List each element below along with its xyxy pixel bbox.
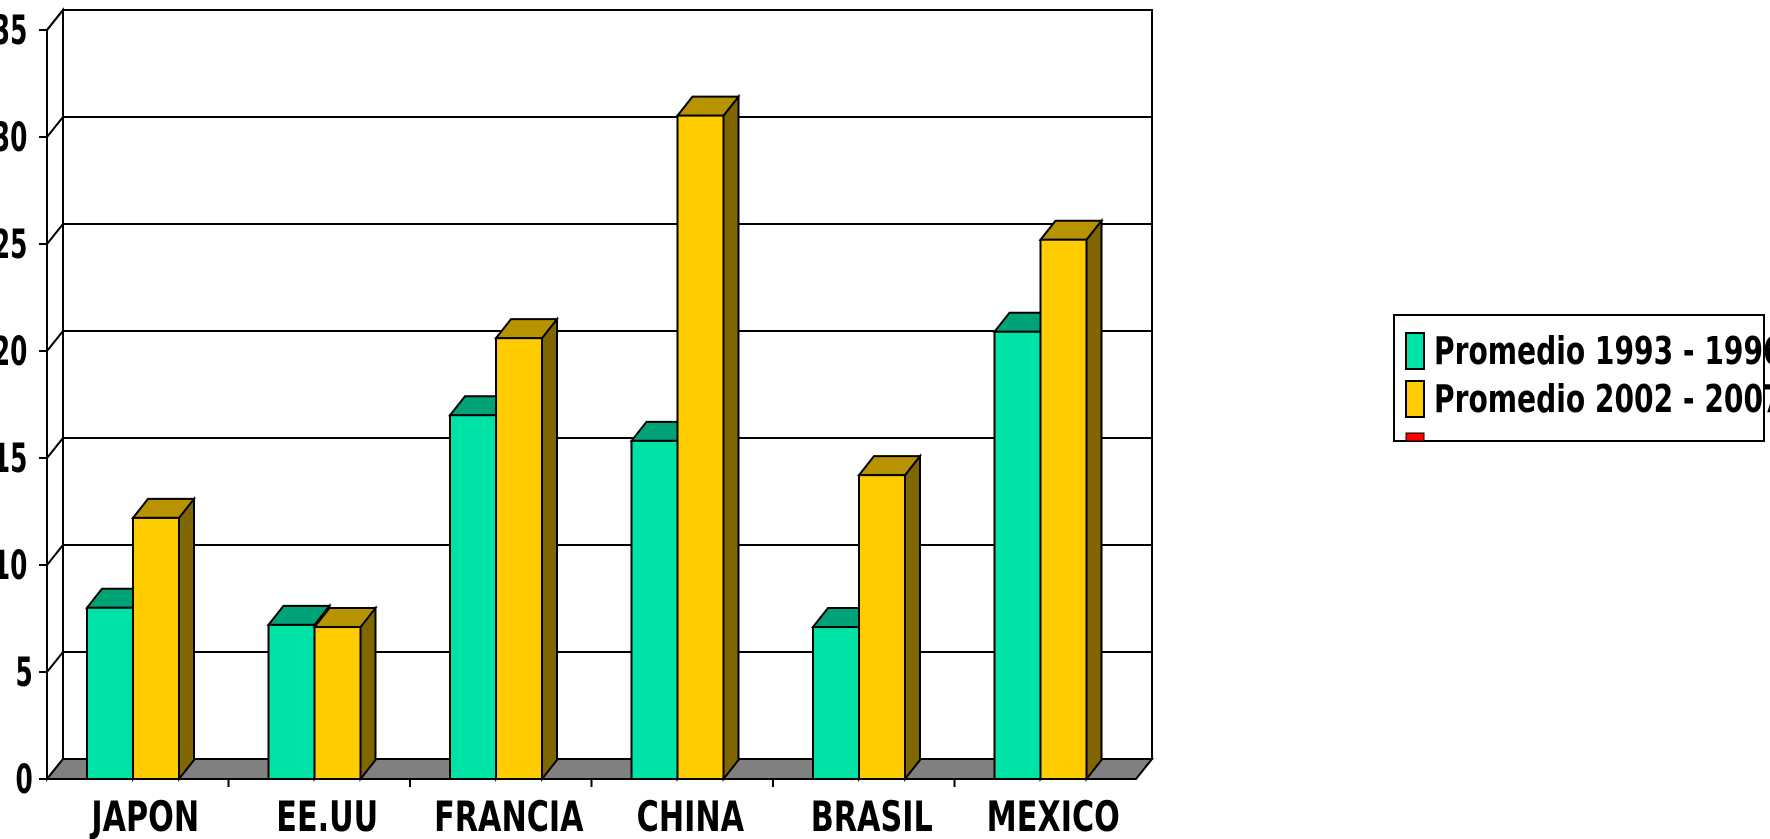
bar-front — [1039, 238, 1088, 781]
bar-front — [630, 439, 679, 780]
gridline-side — [46, 9, 64, 31]
bar-brasil-series2 — [856, 453, 923, 782]
bar-side — [178, 496, 195, 782]
gridline-side — [46, 544, 64, 566]
y-tick-label: 25 — [0, 221, 27, 268]
y-tick-label: 15 — [0, 435, 27, 482]
x-label-brasil: BRASIL — [811, 792, 933, 839]
bar-side — [722, 93, 740, 782]
x-label-eeuu: EE.UU — [276, 792, 378, 839]
x-label-mexico: MEXICO — [987, 792, 1120, 839]
y-tick-label: 10 — [0, 542, 27, 589]
bar-front — [993, 330, 1042, 780]
bar-front — [676, 114, 725, 781]
bar-front — [267, 623, 316, 780]
bars — [84, 93, 1104, 782]
plot-frame — [46, 7, 1153, 782]
y-tick-label: 35 — [0, 7, 27, 54]
left-wall — [46, 7, 64, 782]
gridlines — [46, 9, 1152, 673]
floor-plane — [44, 758, 1155, 780]
bar-side — [1085, 217, 1103, 782]
gridline-side — [46, 437, 64, 459]
bar-side — [359, 605, 377, 782]
gridline-side — [46, 223, 64, 245]
bar-front — [449, 414, 497, 780]
chart-floor — [44, 758, 1155, 787]
legend-label-series1: Promedio 1993 - 1996 — [1434, 329, 1770, 373]
bar-china-series2 — [675, 93, 741, 782]
x-axis-labels: JAPON EE.UU FRANCIA CHINA BRASIL MEXICO — [89, 792, 1120, 839]
bar-front — [313, 626, 362, 780]
y-tick-label: 5 — [15, 649, 32, 696]
legend-box — [1393, 314, 1765, 442]
gridline-side — [46, 651, 64, 673]
bar-front — [858, 474, 906, 780]
x-label-china: CHINA — [637, 792, 745, 839]
y-tick-label: 0 — [15, 756, 32, 803]
bar-front — [132, 516, 180, 780]
y-tick-label: 30 — [0, 114, 27, 161]
legend-swatch-series1 — [1405, 332, 1425, 370]
back-wall — [62, 9, 1153, 760]
bar-side — [904, 453, 921, 782]
bar-francia-series2 — [493, 316, 560, 782]
bar-japon-series2 — [130, 496, 197, 782]
bar-mexico-series2 — [1038, 217, 1104, 782]
legend-swatch-clipped — [1405, 432, 1425, 442]
bar-front — [812, 626, 860, 780]
bar-front — [86, 606, 134, 780]
legend-label-series2: Promedio 2002 - 2007 — [1434, 377, 1770, 421]
x-label-francia: FRANCIA — [434, 792, 584, 839]
y-axis-ticks: 0 5 10 15 20 25 30 35 — [0, 7, 47, 803]
gridline-side — [46, 116, 64, 138]
bar-side — [541, 316, 558, 782]
legend-swatch-series2 — [1405, 380, 1425, 418]
bar-eeuu-series2 — [312, 605, 378, 782]
y-tick-label: 20 — [0, 328, 27, 375]
bar-front — [495, 337, 543, 780]
x-label-japon: JAPON — [89, 792, 199, 839]
gridline-side — [46, 330, 64, 352]
